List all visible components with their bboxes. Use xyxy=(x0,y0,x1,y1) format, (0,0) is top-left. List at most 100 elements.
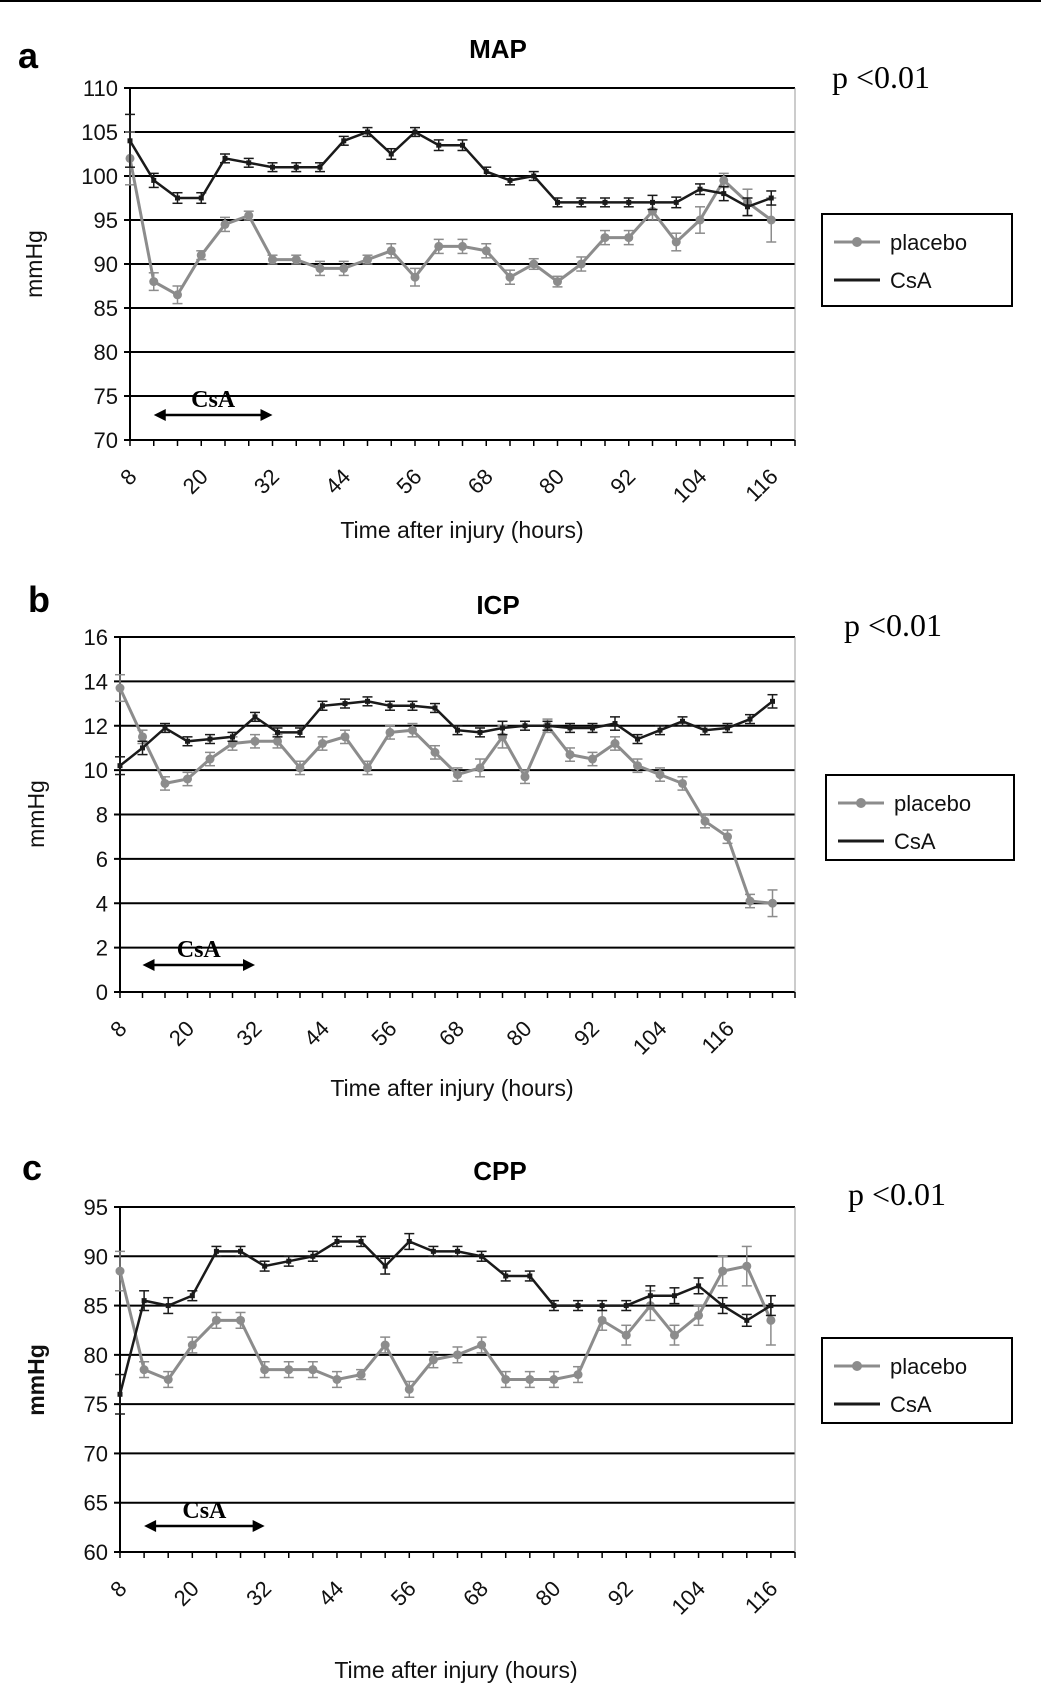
data-point xyxy=(332,1375,342,1384)
series-placebo xyxy=(115,1245,776,1398)
data-point xyxy=(453,1350,462,1360)
x-tick-label: 56 xyxy=(367,1016,402,1051)
data-point xyxy=(680,718,685,724)
data-point xyxy=(483,169,489,175)
data-point xyxy=(160,778,170,788)
data-point xyxy=(236,1315,246,1325)
data-point xyxy=(175,195,180,201)
x-tick-label: 20 xyxy=(164,1016,199,1051)
series-line xyxy=(128,130,772,209)
data-point xyxy=(410,703,415,709)
y-tick-label: 16 xyxy=(84,625,108,650)
y-axis-label: mmHg xyxy=(23,780,49,848)
data-point xyxy=(507,177,513,183)
data-point xyxy=(671,237,681,247)
legend-entry: placebo xyxy=(890,1354,967,1379)
x-tick-label: 56 xyxy=(392,464,427,499)
data-point xyxy=(650,199,655,205)
data-point xyxy=(520,772,530,782)
legend-entry: CsA xyxy=(890,1392,932,1417)
y-tick-label: 90 xyxy=(94,252,118,277)
data-point xyxy=(334,1239,340,1244)
data-point xyxy=(768,898,777,908)
data-point xyxy=(410,272,420,282)
data-point xyxy=(342,701,348,707)
data-point xyxy=(766,215,776,225)
legend-marker xyxy=(852,237,862,247)
series-line xyxy=(119,700,774,767)
data-point xyxy=(151,177,157,183)
data-point xyxy=(244,211,254,221)
data-point xyxy=(621,1330,631,1340)
legend-entry: placebo xyxy=(890,230,967,255)
chart-panel-a: a MAP p <0.01 110 105 100 95 90 85 80 75 70 8 20 32 44 5… xyxy=(18,34,1013,543)
legend: placebo CsA xyxy=(821,213,1013,307)
y-tick-label: 105 xyxy=(81,120,118,145)
data-point xyxy=(252,714,258,720)
y-tick-label: 65 xyxy=(84,1491,108,1516)
p-value: p <0.01 xyxy=(848,1176,946,1212)
data-point xyxy=(198,195,204,201)
data-point xyxy=(475,763,485,773)
series-csa xyxy=(125,113,777,217)
data-point xyxy=(455,727,460,733)
data-point xyxy=(275,729,280,735)
data-point xyxy=(365,129,370,135)
y-tick-label: 95 xyxy=(84,1195,108,1220)
data-point xyxy=(635,736,640,742)
legend-entry: placebo xyxy=(894,791,971,816)
x-tick-label: 116 xyxy=(697,1016,739,1058)
data-point xyxy=(365,698,370,704)
csa-arrow-head-left xyxy=(142,959,155,971)
y-tick-label: 80 xyxy=(84,1343,108,1368)
series-line xyxy=(128,158,773,297)
data-point xyxy=(211,1315,221,1325)
data-point xyxy=(673,199,679,205)
data-point xyxy=(117,1391,123,1397)
data-point xyxy=(428,1355,438,1365)
data-point xyxy=(220,219,230,229)
data-point xyxy=(549,1375,559,1384)
data-point xyxy=(453,770,462,780)
data-point xyxy=(149,277,159,287)
data-point xyxy=(503,1273,509,1279)
top-rule xyxy=(0,0,1041,2)
data-point xyxy=(623,1303,629,1309)
data-point xyxy=(633,761,642,771)
data-point xyxy=(187,1340,197,1350)
data-point xyxy=(721,191,727,197)
data-point xyxy=(567,725,573,731)
series-line xyxy=(118,1240,772,1395)
chart-panel-c: c CPP p <0.01 95 90 85 80 75 70 65 60 8 20 32 44 56 68 80… xyxy=(22,1147,1013,1683)
data-point xyxy=(477,1340,487,1350)
data-point xyxy=(250,736,260,746)
data-point xyxy=(742,1261,752,1271)
legend: placebo CsA xyxy=(825,774,1015,861)
data-point xyxy=(576,259,586,269)
data-point xyxy=(207,736,213,742)
data-point xyxy=(339,263,349,273)
data-point xyxy=(501,1375,511,1384)
data-point xyxy=(455,1248,460,1254)
data-point xyxy=(310,1253,316,1259)
x-axis-label: Time after injury (hours) xyxy=(330,1075,573,1101)
data-point xyxy=(140,745,145,751)
data-point xyxy=(185,738,190,744)
data-point xyxy=(356,1370,366,1380)
data-point xyxy=(744,1317,750,1323)
data-point xyxy=(430,747,440,757)
csa-arrow-head-right xyxy=(260,409,273,421)
data-point xyxy=(315,263,325,273)
y-tick-label: 70 xyxy=(84,1441,108,1466)
legend-box xyxy=(821,1337,1013,1424)
data-point xyxy=(723,832,732,842)
y-tick-label: 12 xyxy=(84,714,108,739)
y-tick-label: 60 xyxy=(84,1540,108,1565)
data-point xyxy=(702,727,708,733)
data-point xyxy=(597,1315,607,1325)
data-point xyxy=(189,1293,195,1299)
data-point xyxy=(505,272,515,282)
data-point xyxy=(297,729,303,735)
data-point xyxy=(162,725,168,731)
